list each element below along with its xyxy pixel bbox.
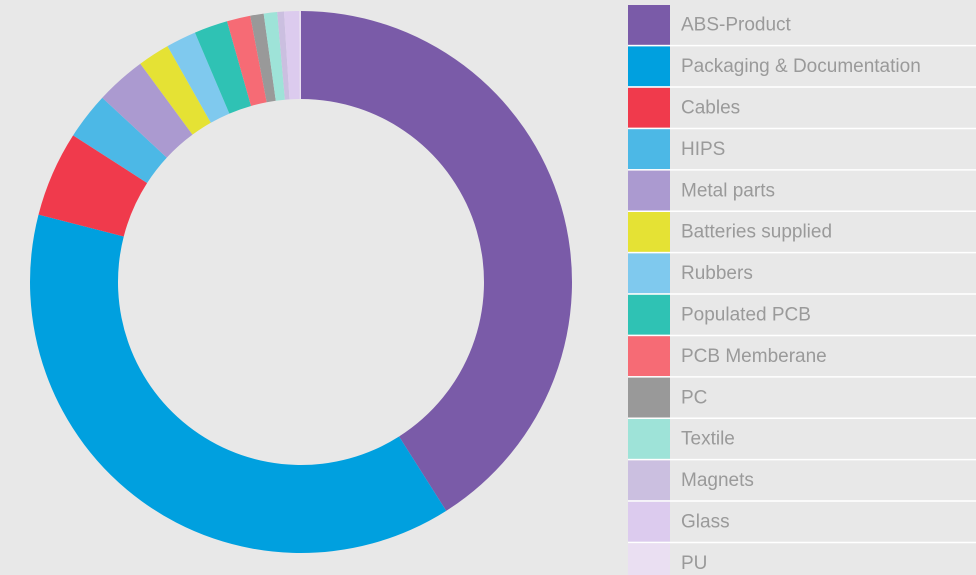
donut-segment [38, 135, 148, 237]
donut-segment [277, 11, 290, 100]
legend-label: Cables [681, 98, 740, 119]
legend-label: Glass [681, 512, 730, 533]
legend-label: PCB Memberane [681, 346, 827, 367]
legend-label: ABS-Product [681, 15, 792, 36]
legend-label: Textile [681, 429, 735, 450]
legend-swatch [628, 170, 670, 211]
legend-swatch [628, 543, 670, 575]
donut-segment [29, 214, 447, 553]
legend-label: HIPS [681, 139, 725, 160]
donut-segment [194, 21, 252, 114]
donut-segment [140, 46, 211, 135]
legend-swatch [628, 460, 670, 501]
legend-label: Populated PCB [681, 305, 811, 326]
legend-swatch [628, 294, 670, 335]
donut-segment [250, 13, 276, 103]
legend-swatch [628, 212, 670, 252]
legend-label: Magnets [681, 470, 754, 491]
donut-segment [301, 11, 573, 511]
donut-segment [227, 15, 267, 106]
legend-label: Batteries supplied [681, 222, 832, 243]
legend-swatch [628, 46, 670, 87]
legend-swatch [628, 419, 670, 459]
donut-segment [283, 11, 300, 100]
legend-swatch [628, 336, 670, 377]
legend-swatch [628, 5, 670, 45]
donut-segment [102, 63, 193, 158]
legend-label: Rubbers [681, 263, 753, 284]
legend-swatch [628, 501, 670, 542]
legend-label: PU [681, 553, 707, 574]
legend-swatch [628, 253, 670, 294]
legend-label: Packaging & Documentation [681, 56, 921, 77]
donut-segment [299, 11, 301, 100]
donut-segment [167, 32, 230, 123]
legend-swatch [628, 87, 670, 128]
donut-segment [73, 97, 167, 183]
legend-label: Metal parts [681, 180, 775, 201]
legend-swatch [628, 377, 670, 418]
donut-segment [263, 12, 285, 101]
legend-swatch [628, 129, 670, 170]
legend-label: PC [681, 387, 707, 408]
